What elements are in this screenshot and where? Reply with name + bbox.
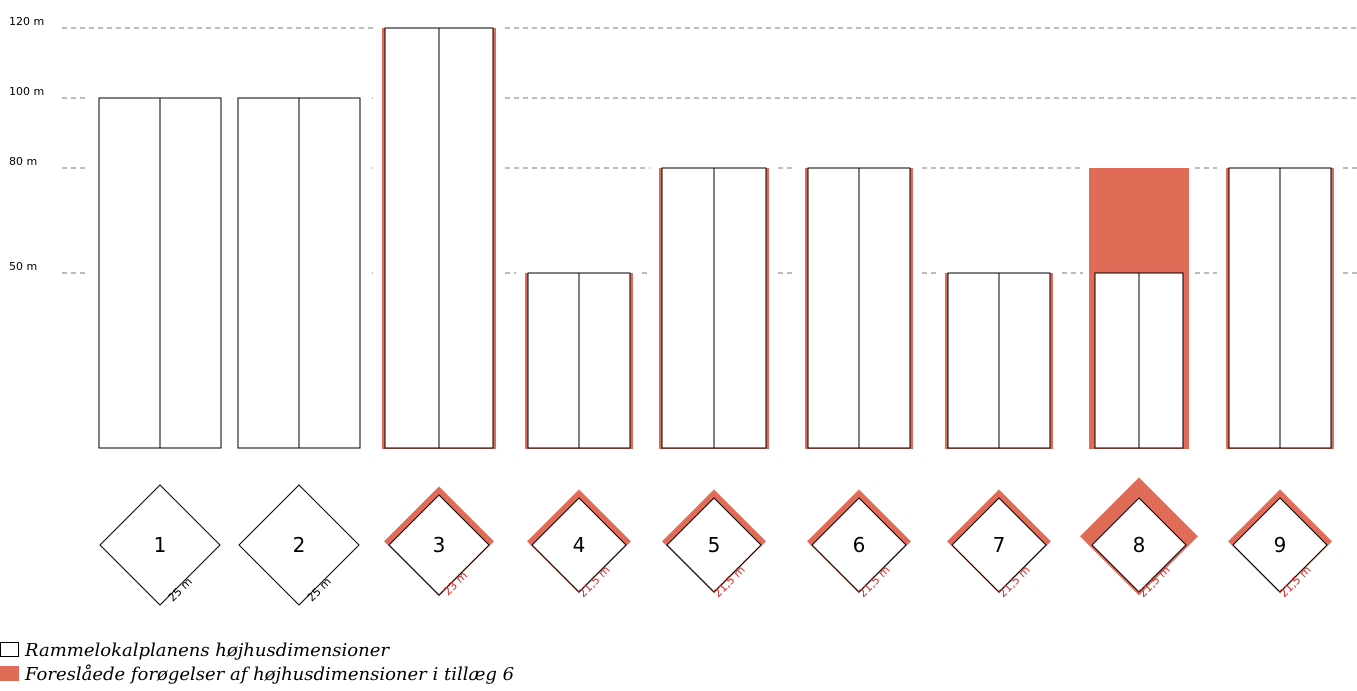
legend-label-existing: Rammelokalplanens højhusdimensioner [25,640,389,661]
tower-number: 2 [293,533,306,557]
legend-label-proposed: Foreslåede forøgelser af højhusdimension… [25,664,515,685]
tower-number: 6 [853,533,866,557]
footprint-diamond [1232,497,1328,593]
legend-swatch-proposed [0,666,19,681]
footprint-diamond [388,494,490,596]
legend-item-existing: Rammelokalplanens højhusdimensioner [0,640,389,661]
height-label: 120 m [9,15,44,28]
footprint-diamond [531,497,627,593]
tower-number: 4 [573,533,586,557]
footprint-diamond [666,497,762,593]
tower-number: 3 [433,533,446,557]
tower-number: 9 [1274,533,1287,557]
footprint-diamond [951,497,1047,593]
footprint-diamond [99,484,221,606]
tower-elevations [98,27,1334,449]
footprint-diamond [238,484,360,606]
tower-number: 1 [154,533,167,557]
tower-number: 8 [1133,533,1146,557]
tower-number: 5 [708,533,721,557]
footprint-diamond [1091,497,1187,593]
footprint-diamond [811,497,907,593]
height-axis-labels: 120 m 100 m 80 m 50 m [9,15,44,273]
height-gridlines [62,27,1357,274]
height-label: 100 m [9,85,44,98]
tower-number: 7 [993,533,1006,557]
legend-item-proposed: Foreslåede forøgelser af højhusdimension… [0,664,514,685]
height-label: 80 m [9,155,37,168]
height-label: 50 m [9,260,37,273]
legend-swatch-existing [0,642,19,657]
